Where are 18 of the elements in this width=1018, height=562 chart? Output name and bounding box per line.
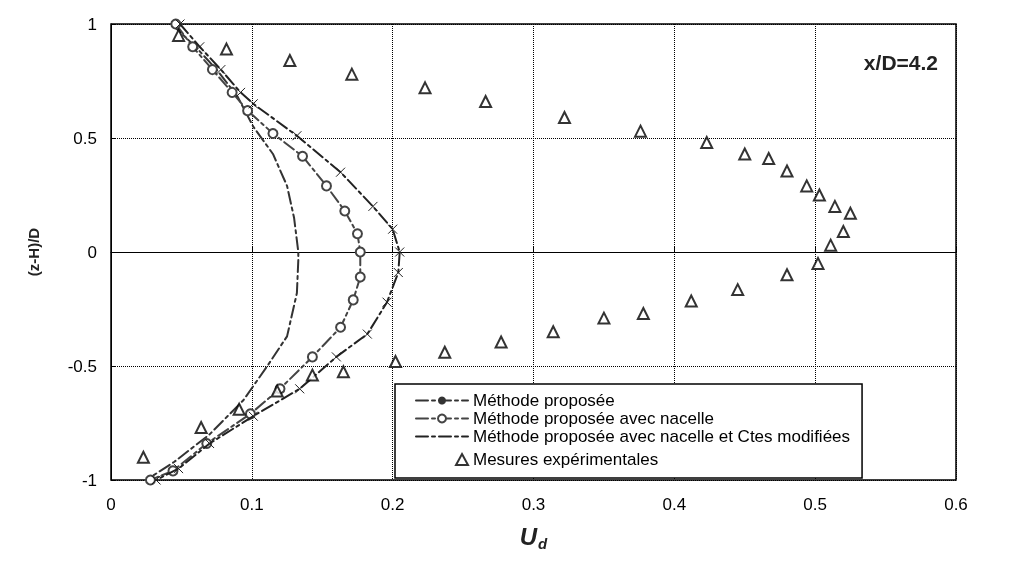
y-tick-label: 0 [87,242,97,262]
x-tick-label: 0.4 [662,495,687,514]
x-tick-label: 0.6 [944,495,968,514]
y-tick-label: -0.5 [67,356,97,376]
annotation: x/D=4.2 [863,51,938,74]
y-tick-label: 0.5 [73,128,97,148]
legend-label: Mesures expérimentales [473,450,659,469]
y-tick-label: -1 [81,470,97,490]
x-tick-label: 0 [106,495,116,514]
legend-label: Méthode proposée avec nacelle et Ctes modifiées [473,427,851,446]
y-tick-label: 1 [87,14,97,34]
y-axis-title: (z-H)/D [25,227,42,277]
x-tick-label: 0.3 [521,495,546,514]
x-tick-label: 0.1 [240,495,264,514]
legend-label: Méthode proposée [473,391,615,410]
x-tick-label: 0.5 [803,495,827,514]
legend-label: Méthode proposée avec nacelle [473,409,714,428]
x-tick-label: 0.2 [380,495,405,514]
